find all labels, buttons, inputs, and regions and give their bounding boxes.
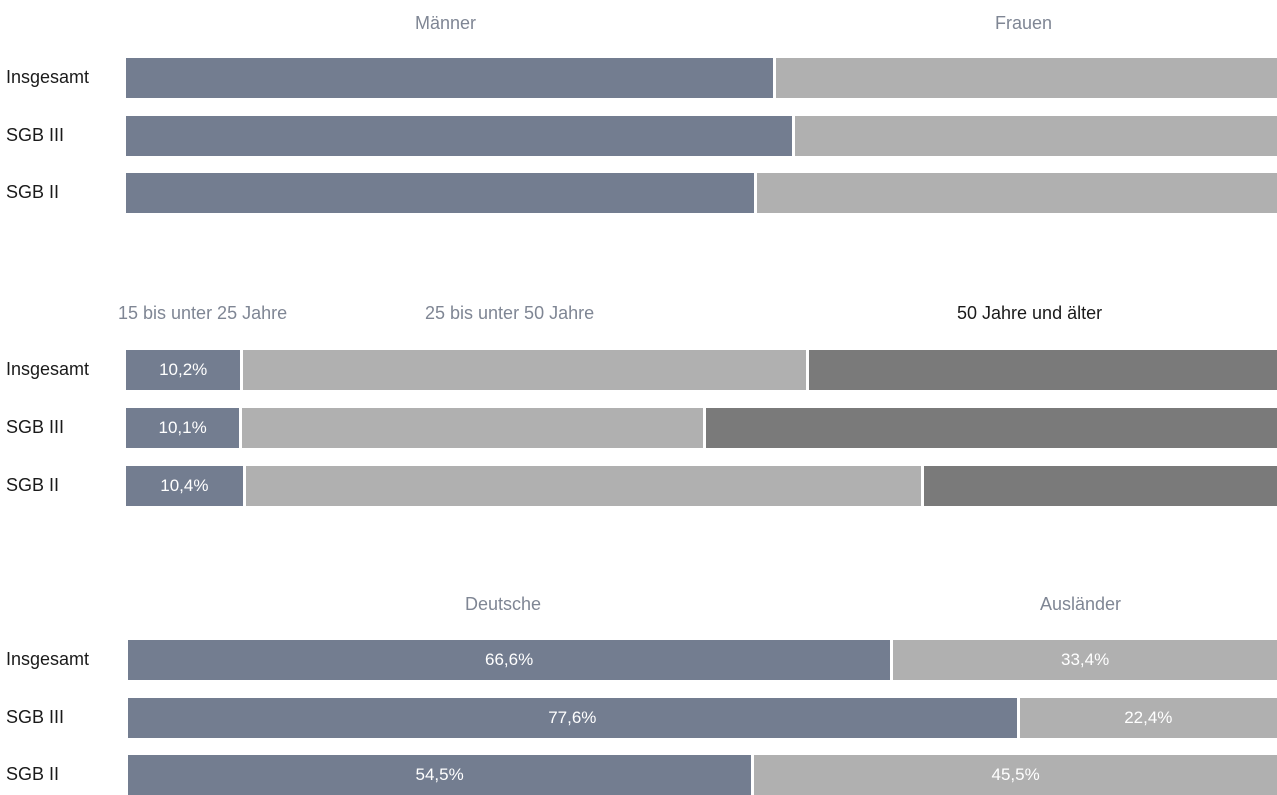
- chart-2-bar-segment: [706, 408, 1277, 448]
- chart-3-row-label: SGB II: [6, 764, 60, 784]
- chart-2-bar-segment: [126, 408, 240, 448]
- chart-2-bar-segment: [126, 466, 243, 506]
- chart-1-bar-segment: [126, 173, 754, 213]
- chart-1-bar-segment: [776, 58, 1277, 98]
- chart-1-row-label: Insgesamt: [6, 67, 90, 87]
- chart-2-legend-2: 25 bis unter 50 Jahre: [425, 303, 595, 323]
- chart-3-legend-1: Deutsche: [465, 594, 542, 614]
- chart-2-row-label: Insgesamt: [6, 359, 90, 379]
- chart-3-legend-2: Ausländer: [1040, 594, 1122, 614]
- chart-2-bar-segment: [808, 350, 1277, 390]
- chart-2-bar-segment: [245, 466, 921, 506]
- chart-3-bar-segment: [128, 698, 1017, 738]
- chart-3-bar-segment: [754, 755, 1277, 795]
- chart-2-bar-segment: [242, 408, 704, 448]
- chart-2-legend-1: 15 bis unter 25 Jahre: [118, 303, 288, 323]
- chart-3-row-label: Insgesamt: [6, 649, 90, 669]
- chart-3-bar-segment: [1019, 698, 1277, 738]
- chart-3-bar-segment: [893, 640, 1277, 680]
- chart-2-legend-3: 50 Jahre und älter: [957, 303, 1103, 323]
- chart-1-legend-1: Männer: [415, 13, 477, 33]
- chart-3-bar-segment: [128, 640, 891, 680]
- chart-2-bar-segment: [923, 466, 1277, 506]
- chart-2-row-label: SGB II: [6, 475, 60, 495]
- chart-2-bar-segment: [126, 350, 241, 390]
- chart-2-row-label: SGB III: [6, 417, 65, 437]
- chart-3-row-label: SGB III: [6, 707, 65, 727]
- chart-1-row-label: SGB II: [6, 182, 60, 202]
- chart-1-bar-segment: [794, 116, 1277, 156]
- chart-2-bar-segment: [243, 350, 806, 390]
- chart-1-legend-2: Frauen: [995, 13, 1053, 33]
- chart-1-bar-segment: [126, 58, 774, 98]
- chart-1-bar-segment: [126, 116, 792, 156]
- chart-3-bar-segment: [128, 755, 752, 795]
- chart-1-bar-segment: [756, 173, 1277, 213]
- chart-1-row-label: SGB III: [6, 125, 65, 145]
